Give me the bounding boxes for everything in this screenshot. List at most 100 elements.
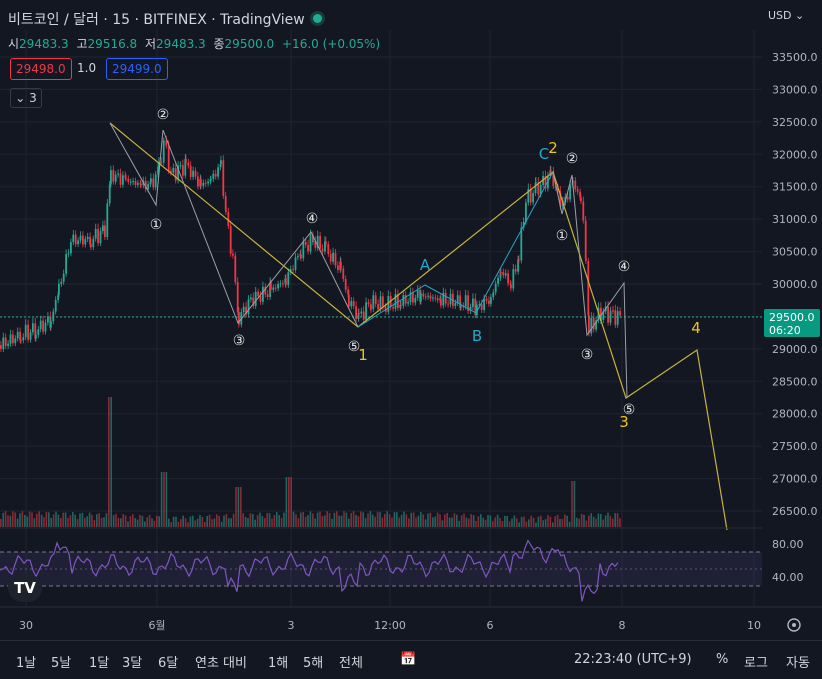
candle-body [238,312,240,325]
volume-bar [444,514,446,527]
candle-body [409,292,412,303]
volume-bar [314,518,316,527]
volume-bar [88,512,91,527]
volume-bar [379,512,381,527]
candle-body [259,295,262,302]
sell-button[interactable]: 29498.0 [10,58,72,80]
candle-body [474,298,477,316]
range-button-5[interactable]: 연초 대비 [195,656,247,671]
candle-body [20,340,22,342]
candle-body [352,301,355,307]
volume-bar [9,515,12,527]
candle-body [347,289,349,295]
candle-body [507,273,509,284]
clock-display[interactable]: 22:23:40 (UTC+9) [574,652,692,667]
volume-bar [96,514,98,527]
volume-bar [472,515,475,527]
minor-wave-label: ① [556,228,569,244]
price-axis[interactable]: 33500.0 33000.0 32500.0 32000.0 31500.0 31000… [772,51,818,518]
candle-body [587,261,590,316]
candle-body [512,269,515,289]
volume-bar [105,513,108,527]
tradingview-logo-icon[interactable]: TV [8,574,42,602]
volume-bar [456,514,458,527]
volume-bars [0,397,621,527]
price-tick: 33000.0 [772,83,818,96]
volume-bar [367,513,369,527]
candle-body [340,261,342,269]
volume-bar [312,513,314,527]
candle-body [382,296,384,308]
log-toggle[interactable]: 로그 [744,656,768,671]
range-button-1[interactable]: 5날 [51,656,72,671]
candle-body [197,176,199,187]
time-axis[interactable]: 30 6월 3 12:00 6 8 10 [19,619,761,632]
range-button-6[interactable]: 1해 [268,656,289,671]
auto-toggle[interactable]: 자동 [786,656,810,671]
candle-body [262,286,264,302]
candle-body [297,256,299,258]
volume-bar [590,513,592,527]
rsi-axis: 80.00 40.00 [772,538,804,584]
volume-bar [141,515,144,527]
candle-body [420,293,422,302]
wave-abc-line [357,171,554,328]
volume-bar [504,515,506,527]
candle-body [348,294,350,307]
candle-body [289,269,292,273]
volume-bar [112,515,115,527]
candle-body [272,287,275,290]
candle-body [402,295,405,306]
volume-bar [45,512,48,527]
candle-body [54,299,57,312]
volume-bar [350,513,352,527]
candle-body [225,209,227,213]
range-button-0[interactable]: 1날 [16,656,37,671]
minor-wave-label: ③ [233,333,246,349]
candle-body [254,291,257,306]
volume-bar [24,514,26,527]
range-button-3[interactable]: 3달 [122,656,143,671]
volume-bar [552,522,554,527]
currency-label: USD [768,9,792,22]
goto-date-icon[interactable]: 📅 [400,652,417,667]
candle-body [274,287,277,289]
candle-body [588,315,590,334]
range-button-8[interactable]: 전체 [339,656,363,671]
volume-bar [468,518,470,527]
candle-body [494,283,497,293]
minor-wave-label: ⑤ [623,402,636,418]
candle-body [469,306,472,311]
currency-selector[interactable]: USD ⌄ [768,9,804,22]
candle-body [534,182,537,194]
volume-bar [64,512,67,527]
volume-bar [424,519,427,527]
symbol-header[interactable]: 비트코인 / 달러 · 15 · BITFINEX · TradingView [8,9,322,29]
percent-toggle[interactable]: % [716,652,729,667]
range-button-2[interactable]: 1달 [89,656,110,671]
candle-body [202,182,205,186]
indicators-toggle-button[interactable]: ⌄ 3 [10,88,42,108]
volume-bar [2,512,4,527]
volume-bar [199,514,201,527]
open-label: 시 [8,37,20,51]
buy-button[interactable]: 29499.0 [106,58,168,80]
candle-body [334,252,337,266]
candle-body [170,170,172,173]
volume-bar [453,513,456,527]
price-tick: 27000.0 [772,473,818,486]
volume-bar [247,518,249,527]
current-price-label: 29500.0 06:20 [764,309,820,337]
volume-bar [309,511,312,527]
candle-body [514,269,517,272]
candle-body [607,306,609,323]
volume-bar [98,513,100,527]
range-button-4[interactable]: 6달 [158,656,179,671]
volume-bar [108,397,110,527]
range-button-7[interactable]: 5해 [303,656,324,671]
volume-bar [340,515,343,527]
price-candles [0,135,621,352]
gear-icon[interactable] [787,618,801,632]
